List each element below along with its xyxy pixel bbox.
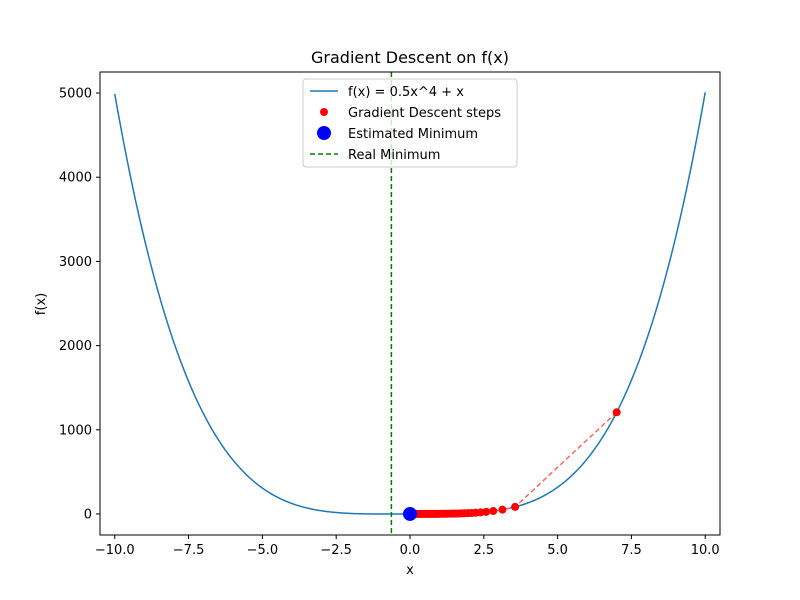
- x-tick-label: 10.0: [691, 543, 720, 558]
- legend-estimated-minimum-swatch: [317, 126, 331, 140]
- gradient-descent-step-point: [498, 505, 507, 514]
- legend-function-label: f(x) = 0.5x^4 + x: [348, 85, 464, 100]
- y-tick-label: 0: [84, 507, 92, 522]
- legend-estimated-minimum-label: Estimated Minimum: [348, 127, 478, 142]
- gradient-descent-step-point: [489, 507, 498, 516]
- y-tick-label: 3000: [59, 255, 92, 270]
- x-tick-label: 0.0: [400, 543, 421, 558]
- legend-box: [302, 78, 518, 168]
- x-tick-label: 7.5: [621, 543, 642, 558]
- y-tick-label: 1000: [59, 423, 92, 438]
- chart-title: Gradient Descent on f(x): [311, 48, 509, 67]
- x-tick-label: 5.0: [547, 543, 568, 558]
- gradient-descent-step-point: [612, 408, 621, 417]
- x-tick-label: −10.0: [95, 543, 135, 558]
- legend-gd-steps-swatch: [320, 108, 328, 116]
- y-tick-label: 4000: [59, 171, 92, 186]
- estimated-minimum-point: [403, 506, 417, 521]
- legend-gd-steps-label: Gradient Descent steps: [348, 106, 501, 121]
- x-tick-label: −7.5: [173, 543, 205, 558]
- x-tick-label: 2.5: [473, 543, 494, 558]
- y-axis-label: f(x): [34, 293, 49, 315]
- legend: f(x) = 0.5x^4 + x Gradient Descent steps…: [302, 78, 518, 168]
- y-tick-label: 5000: [59, 87, 92, 102]
- legend-real-minimum-label: Real Minimum: [348, 148, 440, 163]
- y-axis-ticks: 0 1000 2000 3000 4000 5000: [59, 87, 100, 522]
- x-tick-label: −2.5: [320, 543, 352, 558]
- x-axis-label: x: [406, 563, 414, 578]
- x-axis-ticks: −10.0 −7.5 −5.0 −2.5 0.0 2.5 5.0 7.5 10.0: [95, 535, 720, 558]
- x-tick-label: −5.0: [247, 543, 279, 558]
- plot-area: [114, 72, 706, 535]
- y-tick-label: 2000: [59, 339, 92, 354]
- gradient-descent-step-point: [511, 502, 520, 511]
